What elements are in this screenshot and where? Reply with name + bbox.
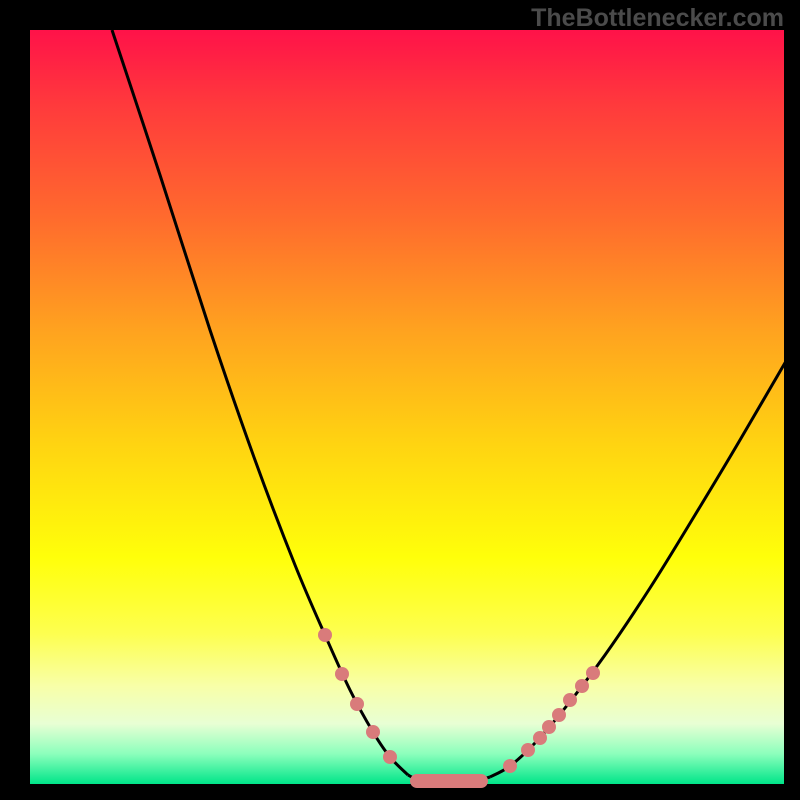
marker-dot [533,731,547,745]
marker-dot [335,667,349,681]
chart-container: TheBottlenecker.com [0,0,800,800]
marker-dot [521,743,535,757]
markers-bottom-capsule [410,774,488,788]
marker-dot [586,666,600,680]
marker-dot [383,750,397,764]
marker-dot [366,725,380,739]
marker-dot [503,759,517,773]
marker-dot [318,628,332,642]
marker-dot [563,693,577,707]
chart-svg [30,30,784,784]
marker-dot [575,679,589,693]
watermark-text: TheBottlenecker.com [531,4,784,33]
marker-dot [552,708,566,722]
marker-dot [350,697,364,711]
marker-capsule [410,774,488,788]
plot-area [30,30,784,784]
marker-dot [542,720,556,734]
gradient-background [30,30,784,784]
